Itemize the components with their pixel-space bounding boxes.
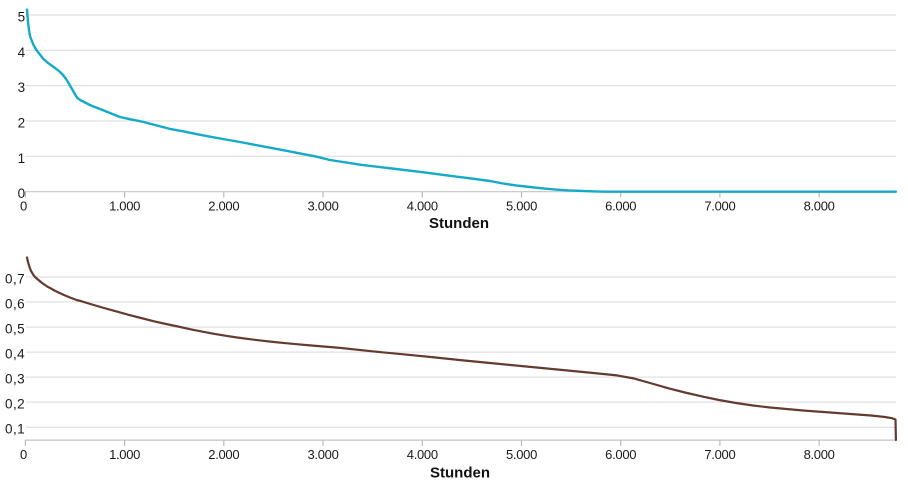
svg-text:0,4: 0,4 [5,346,25,361]
svg-text:0,2: 0,2 [5,396,25,411]
svg-text:1: 1 [18,151,26,166]
svg-text:0: 0 [20,199,27,214]
svg-text:3.000: 3.000 [307,199,338,214]
svg-text:0,3: 0,3 [5,371,25,386]
svg-text:Stunden: Stunden [430,464,490,481]
svg-text:1.000: 1.000 [109,199,140,214]
svg-text:2.000: 2.000 [208,447,239,462]
svg-text:3: 3 [18,80,26,95]
svg-text:1.000: 1.000 [109,447,140,462]
svg-text:7.000: 7.000 [704,199,735,214]
svg-text:2.000: 2.000 [208,199,239,214]
svg-text:0,5: 0,5 [5,321,25,336]
svg-text:6.000: 6.000 [605,447,636,462]
svg-text:0,7: 0,7 [5,271,25,286]
svg-text:3.000: 3.000 [307,447,338,462]
svg-text:8.000: 8.000 [804,199,835,214]
svg-text:2: 2 [18,116,26,131]
svg-text:5: 5 [18,10,26,25]
svg-text:8.000: 8.000 [804,447,835,462]
svg-text:4: 4 [18,45,26,60]
svg-text:5.000: 5.000 [506,199,537,214]
svg-text:0,6: 0,6 [5,296,25,311]
svg-text:0,1: 0,1 [5,422,25,437]
svg-text:6.000: 6.000 [605,199,636,214]
svg-text:0: 0 [18,186,26,201]
svg-text:Stunden: Stunden [429,215,489,232]
svg-text:7.000: 7.000 [704,447,735,462]
svg-text:4.000: 4.000 [407,447,438,462]
svg-text:0: 0 [20,447,27,462]
svg-text:4.000: 4.000 [407,199,438,214]
svg-text:5.000: 5.000 [506,447,537,462]
